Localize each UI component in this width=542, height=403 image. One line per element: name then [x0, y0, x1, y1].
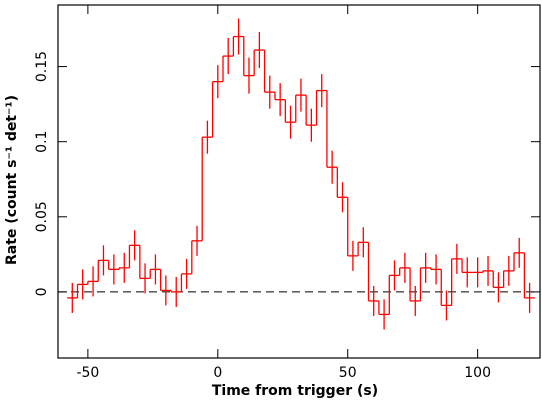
y-axis-label: Rate (count s⁻¹ det⁻¹) [4, 95, 20, 265]
plot-frame [57, 4, 541, 359]
y-tick-label: 0.15 [34, 51, 50, 82]
x-tick-label: 50 [339, 365, 357, 381]
x-tick-label: -50 [76, 365, 99, 381]
x-axis-label: Time from trigger (s) [212, 383, 378, 399]
x-tick-label: 0 [213, 365, 222, 381]
y-tick-label: 0.1 [34, 131, 50, 153]
x-tick-label: 100 [464, 365, 491, 381]
y-tick-label: 0 [34, 287, 50, 296]
y-tick-label: 0.05 [34, 201, 50, 232]
